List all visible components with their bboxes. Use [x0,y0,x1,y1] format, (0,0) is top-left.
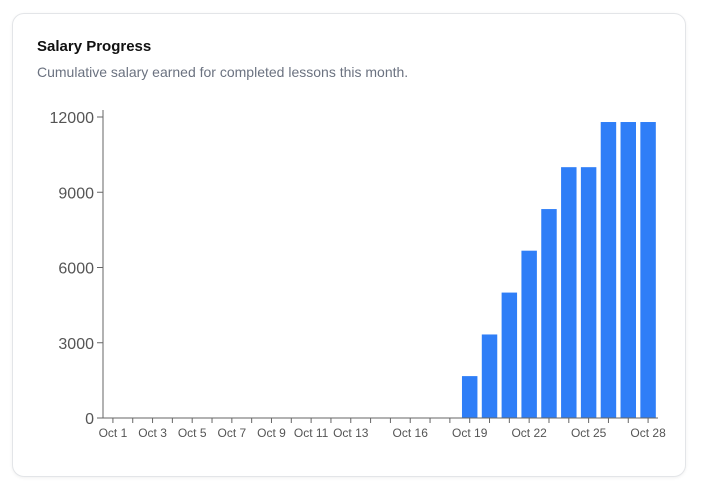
bar-oct-21 [501,292,518,418]
bar-oct-19 [461,376,478,418]
y-tick-label: 9000 [58,185,94,202]
x-tick-label: Oct 13 [333,426,369,440]
bar-oct-25 [580,167,597,418]
bar-oct-26 [600,122,617,419]
bar-oct-24 [561,167,577,418]
x-tick-label: Oct 11 [294,426,329,440]
card-subtitle: Cumulative salary earned for completed l… [37,64,409,80]
x-tick-label: Oct 25 [571,426,607,440]
x-tick-label: Oct 3 [138,426,167,440]
x-tick-label: Oct 19 [452,426,488,440]
y-tick-label: 12000 [50,110,95,127]
y-tick-label: 3000 [58,336,94,353]
bar-oct-23 [541,209,557,418]
y-tick-label: 6000 [58,261,94,278]
x-tick-label: Oct 22 [511,426,547,440]
x-tick-label: Oct 28 [630,426,666,440]
card-title: Salary Progress [37,38,152,55]
x-tick-label: Oct 5 [178,426,207,440]
x-tick-label: Oct 1 [99,426,128,440]
bar-oct-22 [521,250,537,418]
bar-oct-27 [620,122,636,419]
x-tick-label: Oct 7 [217,426,246,440]
x-tick-label: Oct 16 [393,426,429,440]
bar-oct-28 [640,122,656,419]
x-tick-label: Oct 9 [257,426,286,440]
y-tick-label: 0 [85,411,94,428]
bar-oct-20 [481,334,498,418]
